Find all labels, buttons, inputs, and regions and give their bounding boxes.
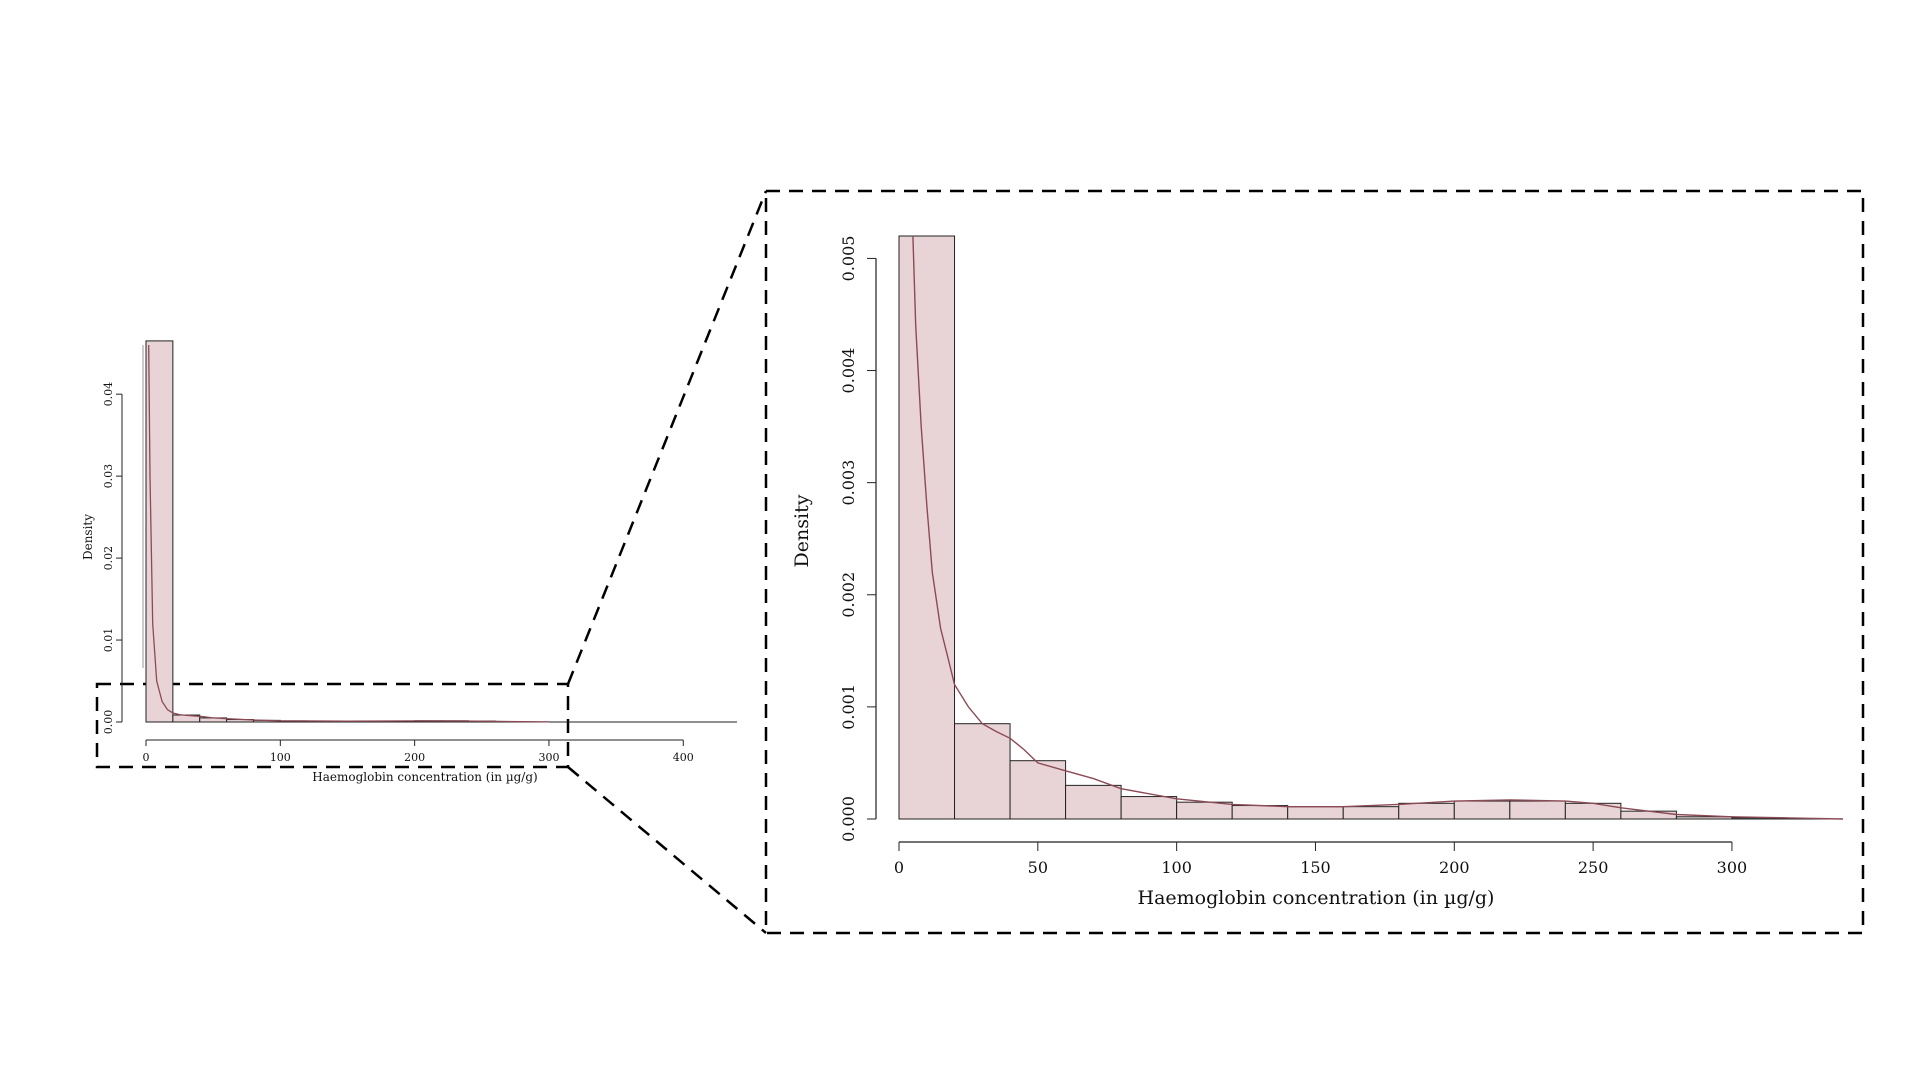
overview-y-axis-label: Density: [81, 514, 95, 560]
overview-y-tick-label: 0.00: [102, 710, 115, 735]
zoom-x-tick-label: 100: [1161, 858, 1192, 877]
zoom-y-ticks: 0.000 0.001 0.002 0.003 0.004 0.005: [839, 236, 876, 842]
zoom-y-tick-label: 0.001: [839, 684, 858, 730]
zoom-x-tick-label: 300: [1717, 858, 1748, 877]
overview-y-tick-label: 0.02: [102, 546, 115, 571]
zoom-indicator: [95, 189, 1865, 935]
zoom-bar: [1009, 760, 1067, 820]
zoom-y-axis-label: Density: [791, 494, 813, 567]
overview-y-tick-label: 0.04: [102, 382, 115, 407]
zoom-x-tick-label: 200: [1439, 858, 1470, 877]
overview-bar: [145, 340, 174, 723]
overview-y-ticks: 0.00 0.01 0.02 0.03 0.04: [102, 382, 122, 734]
zoom-source-box: [95, 682, 570, 769]
zoom-y-tick-label: 0.005: [839, 236, 858, 282]
zoom-bar: [1509, 800, 1566, 820]
overview-x-tick-label: 200: [404, 751, 425, 764]
overview-x-tick-label: 400: [673, 751, 694, 764]
zoom-bar: [1564, 802, 1622, 820]
zoom-connector-bottom: [567, 766, 767, 934]
zoom-y-tick-label: 0.004: [839, 348, 858, 394]
zoom-bar: [1120, 796, 1178, 820]
zoom-y-tick-label: 0.003: [839, 460, 858, 506]
zoom-bar: [1231, 805, 1289, 820]
overview-x-ticks: 0 100 200 300 400: [143, 740, 694, 764]
zoom-bar: [1176, 801, 1233, 820]
overview-y-tick-label: 0.01: [102, 628, 115, 653]
overview-density-curve: [148, 344, 550, 723]
overview-x-tick-label: 100: [270, 751, 291, 764]
zoom-bar: [1453, 800, 1511, 820]
zoom-y-tick-label: 0.000: [839, 796, 858, 842]
zoom-bar: [954, 723, 1011, 820]
zoom-x-tick-label: 250: [1578, 858, 1609, 877]
zoom-bars: [898, 235, 1843, 820]
overview-x-tick-label: 300: [538, 751, 559, 764]
zoom-x-tick-label: 0: [894, 858, 904, 877]
zoom-bar: [1398, 802, 1455, 820]
zoom-y-tick-label: 0.002: [839, 572, 858, 618]
zoom-x-axis-label: Haemoglobin concentration (in µg/g): [1138, 887, 1495, 909]
zoom-bar: [1065, 784, 1122, 820]
zoom-density-curve: [912, 235, 1844, 820]
zoom-x-tick-label: 150: [1300, 858, 1331, 877]
zoom-bar: [1287, 806, 1344, 820]
overview-x-tick-label: 0: [143, 751, 150, 764]
overview-x-axis-label: Haemoglobin concentration (in µg/g): [312, 770, 537, 784]
zoom-histogram: 0 50 100 150 200 250 300 0.0000.0010.0020.0030…: [791, 235, 1844, 909]
zoom-bar: [898, 235, 956, 820]
overview-histogram: 0 100 200 300 400 0.00 0.01 0.02 0.03 0.04 Haemo…: [81, 340, 737, 784]
zoom-connector-top: [566, 190, 768, 685]
zoom-x-ticks: 0 50 100 150 200 250 300: [894, 842, 1747, 877]
overview-bars: [145, 340, 737, 723]
overview-y-tick-label: 0.03: [102, 464, 115, 489]
zoom-x-tick-label: 50: [1028, 858, 1048, 877]
zoom-bar: [1342, 806, 1400, 820]
zoom-bar: [1620, 810, 1677, 820]
